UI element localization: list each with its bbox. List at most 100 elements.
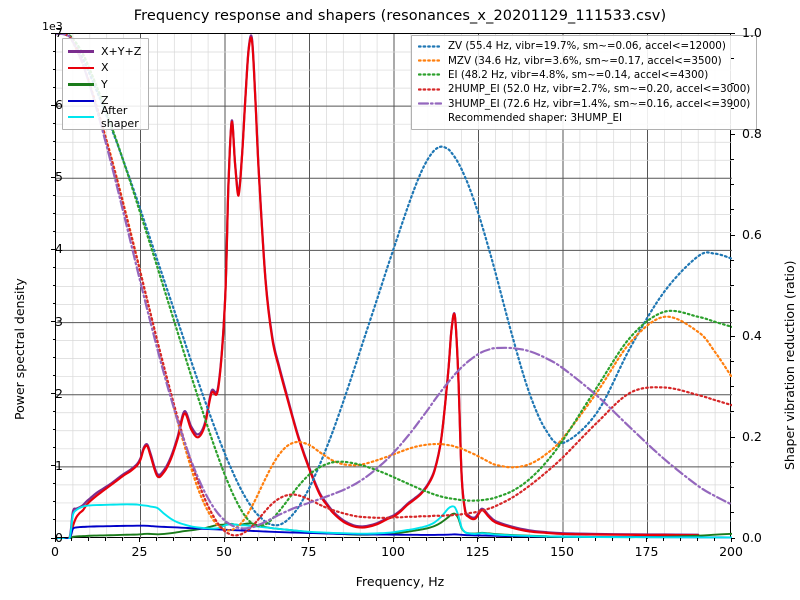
legend-swatch-line-icon — [418, 55, 442, 66]
series-x — [56, 36, 700, 539]
y-tick-mark-left-minor — [52, 50, 55, 52]
grid-layer — [56, 34, 732, 539]
y-tick-label-left: 2 — [55, 385, 63, 401]
series-z — [56, 524, 732, 539]
x-tick-mark — [561, 538, 563, 542]
x-tick-mark-minor — [595, 538, 597, 541]
legend-item-label: EI (48.2 Hz, vibr=4.8%, sm~=0.14, accel<… — [448, 68, 709, 81]
x-tick-label: 150 — [550, 544, 574, 559]
y-tick-mark-left-minor — [52, 230, 55, 232]
x-tick-mark — [139, 538, 141, 542]
y-tick-mark-right-minor — [731, 461, 734, 463]
y-tick-label-right: 1.0 — [742, 25, 762, 40]
y-axis-exponent-label: 1e3 — [42, 20, 63, 33]
x-tick-mark — [477, 538, 479, 542]
legend-swatch-line-icon — [68, 79, 94, 90]
x-tick-label: 125 — [465, 544, 490, 559]
y-tick-mark-right-minor — [731, 108, 734, 110]
legend-item-label: After shaper — [101, 104, 139, 130]
y-tick-mark-left — [51, 104, 55, 106]
legend-swatch-line-icon — [68, 112, 94, 123]
y-tick-label-left: 5 — [55, 169, 63, 185]
legend-item-x-y-z[interactable]: X+Y+Z — [68, 43, 141, 60]
legend-item-y[interactable]: Y — [68, 76, 141, 93]
y-tick-mark-left-minor — [52, 266, 55, 268]
x-tick-mark-minor — [696, 538, 698, 541]
x-tick-label: 75 — [300, 544, 317, 559]
y-tick-label-right: 0.2 — [742, 429, 762, 444]
x-tick-mark-minor — [493, 538, 495, 541]
y-tick-mark-right-minor — [731, 259, 734, 261]
legend-item-label: X — [101, 61, 109, 75]
legend-signals[interactable]: X+Y+Z X Y Z After shaper — [62, 38, 150, 130]
x-tick-mark-minor — [409, 538, 411, 541]
legend-item-shaper-3hump-ei[interactable]: 3HUMP_EI (72.6 Hz, vibr=1.4%, sm~=0.16, … — [418, 97, 750, 111]
legend-swatch-line-icon — [68, 46, 94, 57]
x-tick-mark — [392, 538, 394, 542]
x-axis-label: Frequency, Hz — [355, 574, 445, 589]
series-after-shaper — [56, 503, 732, 539]
legend-item-x[interactable]: X — [68, 60, 141, 77]
legend-swatch-line-icon — [418, 84, 442, 95]
y-tick-label-left: 7 — [55, 25, 63, 40]
y-tick-mark-left-minor — [52, 429, 55, 431]
x-tick-mark-minor — [510, 538, 512, 541]
y-tick-mark-left-minor — [52, 519, 55, 521]
legend-item-shaper-2hump-ei[interactable]: 2HUMP_EI (52.0 Hz, vibr=2.7%, sm~=0.20, … — [418, 82, 750, 96]
y-tick-mark-left-minor — [52, 194, 55, 196]
x-tick-mark-minor — [274, 538, 276, 541]
legend-item-label: 2HUMP_EI (52.0 Hz, vibr=2.7%, sm~=0.20, … — [448, 83, 751, 96]
y-tick-mark-left-minor — [52, 86, 55, 88]
y-tick-mark-right — [731, 32, 735, 34]
x-tick-mark — [54, 538, 56, 542]
legend-swatch-line-icon — [68, 62, 94, 73]
x-tick-mark-minor — [206, 538, 208, 541]
y-tick-mark-right-minor — [731, 386, 734, 387]
legend-item-shaper-mzv[interactable]: MZV (34.6 Hz, vibr=3.6%, sm~=0.17, accel… — [418, 53, 750, 67]
x-tick-mark — [308, 538, 310, 542]
y-tick-mark-left-minor — [52, 68, 55, 70]
legend-item-shaper-zv[interactable]: ZV (55.4 Hz, vibr=19.7%, sm~=0.06, accel… — [418, 39, 750, 53]
x-tick-label: 100 — [381, 544, 405, 559]
x-tick-mark-minor — [71, 538, 73, 541]
legend-swatch-line-icon — [68, 95, 94, 106]
y-tick-label-left: 1 — [55, 457, 63, 473]
series-3hump-ei-72-6-hz-vibr-1-4-sm-0-16-accel-3900 — [56, 34, 732, 530]
x-tick-mark-minor — [155, 538, 157, 541]
x-tick-mark — [730, 538, 732, 542]
legend-item-label: ZV (55.4 Hz, vibr=19.7%, sm~=0.06, accel… — [448, 40, 726, 53]
y-tick-mark-left — [51, 248, 55, 251]
y-tick-mark-left-minor — [52, 375, 55, 377]
y-tick-mark-right — [731, 133, 735, 135]
y-tick-mark-right-minor — [731, 310, 734, 312]
x-tick-mark-minor — [426, 538, 428, 541]
y-tick-label-right: 0.4 — [742, 328, 762, 343]
x-tick-mark-minor — [324, 538, 326, 541]
y-tick-mark-right-minor — [731, 83, 734, 84]
chart-title: Frequency response and shapers (resonanc… — [133, 8, 667, 24]
y-tick-mark-left — [51, 465, 55, 467]
x-tick-mark-minor — [679, 538, 681, 541]
x-tick-mark-minor — [257, 538, 259, 541]
x-tick-label: 175 — [634, 544, 659, 559]
x-tick-label: 200 — [719, 544, 743, 559]
x-tick-mark-minor — [358, 538, 360, 541]
legend-item-shaper-ei[interactable]: EI (48.2 Hz, vibr=4.8%, sm~=0.14, accel<… — [418, 68, 750, 82]
y-axis-label-left: Power spectral density — [12, 278, 154, 435]
y-tick-label-right: 0.8 — [742, 126, 762, 141]
legend-shapers[interactable]: ZV (55.4 Hz, vibr=19.7%, sm~=0.06, accel… — [411, 35, 758, 131]
y-tick-mark-left-minor — [52, 339, 55, 341]
y-tick-mark-left-minor — [52, 357, 55, 359]
x-tick-mark-minor — [460, 538, 462, 541]
x-tick-mark-minor — [443, 538, 445, 541]
legend-item-after-shaper[interactable]: After shaper — [68, 104, 141, 130]
x-tick-label: 50 — [216, 544, 232, 559]
legend-item-label-line1: After — [101, 104, 128, 117]
legend-item-label: 3HUMP_EI (72.6 Hz, vibr=1.4%, sm~=0.16, … — [448, 97, 751, 110]
x-tick-mark-minor — [189, 538, 191, 541]
y-tick-mark-left-minor — [52, 483, 55, 485]
x-tick-mark-minor — [375, 538, 377, 541]
legend-item-z[interactable]: Z — [68, 93, 141, 110]
x-tick-mark-minor — [172, 538, 174, 541]
